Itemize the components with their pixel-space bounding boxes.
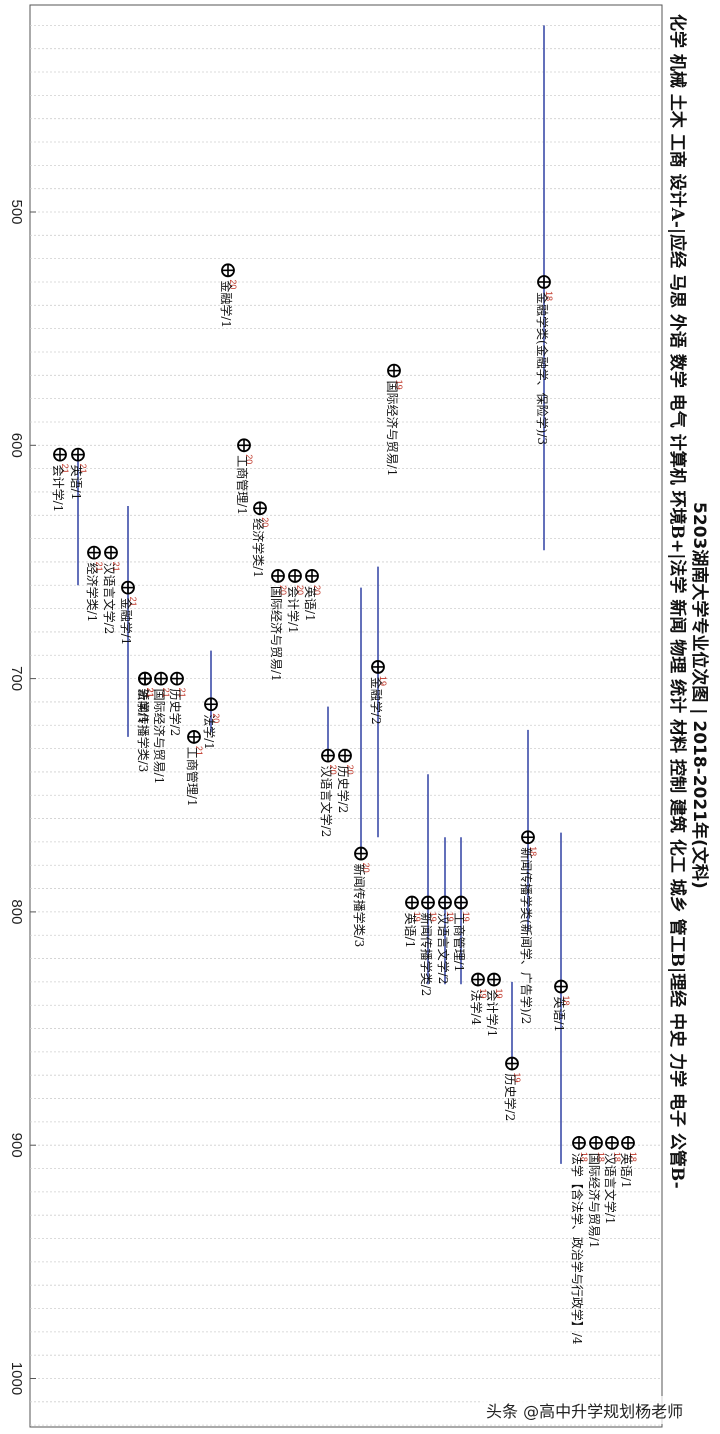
point-label: 经济学类/1 [85, 563, 100, 623]
tick-label: 1000 [8, 1362, 25, 1395]
tick-label: 600 [8, 433, 25, 458]
year-label: 21 [145, 688, 155, 698]
year-label: 18 [544, 291, 554, 301]
point-label: 英语/1 [552, 997, 566, 1033]
watermark: 头条 @高中升学规划杨老师 [482, 1396, 688, 1424]
chart-title: 5203湖南大学专业位次图 | 2018-2021年(文科) [689, 502, 710, 889]
point-label: 法学【含法学、政治学与行政学】/4 [570, 1153, 585, 1345]
plot-frame [29, 4, 663, 1428]
point-label: 金融学/1 [219, 280, 234, 328]
year-label: 18 [561, 996, 571, 1006]
year-label: 21 [194, 746, 204, 756]
point-label: 英语/1 [619, 1153, 633, 1189]
year-label: 18 [628, 1152, 638, 1162]
point-label: 金融学/1 [119, 598, 134, 646]
point-label: 英语/1 [403, 913, 417, 949]
point-label: 会计学/1 [51, 465, 66, 513]
year-label: 20 [295, 585, 305, 595]
year-label: 19 [412, 912, 422, 922]
point-label: 国际经济与贸易/1 [152, 689, 167, 785]
point-label: 英语/1 [69, 465, 83, 501]
year-label: 20 [328, 765, 338, 775]
point-label: 汉语言文学/1 [603, 1153, 618, 1225]
grid-lines [30, 24, 662, 1426]
point-label: 工商管理/1 [452, 913, 467, 973]
point-label: 经济学类/1 [251, 518, 266, 578]
point-label: 新闻传播学类/3 [352, 864, 367, 948]
year-label: 21 [60, 464, 70, 474]
point-label: 汉语言文学/2 [319, 766, 334, 838]
point-label: 国际经济与贸易/1 [587, 1153, 602, 1249]
year-label: 21 [94, 562, 104, 572]
year-label: 19 [445, 912, 455, 922]
point-label: 新闻传播学类(新闻学、广告学)/2 [519, 847, 534, 1024]
tick-label: 700 [8, 666, 25, 691]
tick-label: 800 [8, 899, 25, 924]
point-label: 国际经济与贸易/1 [385, 381, 400, 477]
year-label: 18 [579, 1152, 589, 1162]
year-label: 18 [612, 1152, 622, 1162]
point-label: 历史学/2 [168, 689, 183, 737]
year-label: 20 [228, 279, 238, 289]
tick-label: 900 [8, 1133, 25, 1158]
point-label: 法学/1 [202, 714, 217, 750]
point-label: 汉语言文学/2 [436, 913, 451, 985]
year-label: 20 [312, 585, 322, 595]
year-label: 20 [345, 765, 355, 775]
year-label: 18 [528, 846, 538, 856]
year-label: 20 [260, 517, 270, 527]
year-label: 21 [145, 688, 155, 698]
year-label: 19 [394, 380, 404, 390]
year-label: 21 [177, 688, 187, 698]
point-label: 新闻传播学类/3 [136, 689, 151, 773]
year-label: 20 [244, 454, 254, 464]
year-label: 19 [478, 989, 488, 999]
point-label: 法学/4 [469, 990, 484, 1026]
point-label: 金融学类(金融学、保险学)/3 [535, 292, 550, 445]
year-label: 19 [428, 912, 438, 922]
year-label: 19 [378, 676, 388, 686]
year-label: 21 [128, 597, 138, 607]
year-label: 20 [278, 585, 288, 595]
side-labels: 化学 机械 土木 工商 设计A-|应经 马思 外语 数学 电气 计算机 环境B+… [667, 14, 688, 1189]
point-label: 会计学/1 [286, 586, 301, 634]
year-label: 19 [512, 1073, 522, 1083]
year-label: 19 [494, 989, 504, 999]
point-label: 法学/1 [136, 689, 151, 725]
point-label: 会计学/1 [485, 990, 500, 1038]
point-label: 历史学/2 [336, 766, 351, 814]
year-label: 21 [111, 562, 121, 572]
point-label: 汉语言文学/2 [102, 563, 117, 635]
point-label: 历史学/2 [503, 1074, 518, 1122]
point-label: 新闻传播学类/2 [419, 913, 434, 997]
data-points: 18金融学类(金融学、保险学)/320金融学/119国际经济与贸易/120工商管… [51, 263, 638, 1345]
year-label: 19 [461, 912, 471, 922]
axis-ticks: 500 600 700 800 900 1000 [8, 199, 36, 1395]
year-label: 20 [361, 863, 371, 873]
point-label: 英语/1 [303, 586, 317, 622]
point-label: 工商管理/1 [185, 747, 200, 807]
year-label: 21 [78, 464, 88, 474]
tick-label: 500 [8, 199, 25, 224]
point-label: 国际经济与贸易/1 [269, 586, 284, 682]
year-label: 20 [211, 713, 221, 723]
year-label: 21 [161, 688, 171, 698]
year-label: 18 [596, 1152, 606, 1162]
point-label: 金融学/2 [369, 677, 384, 725]
point-label: 工商管理/1 [235, 455, 250, 515]
